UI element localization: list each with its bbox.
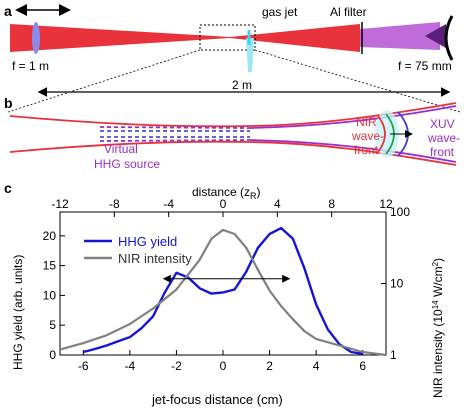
legend-nir-label: NIR intensity bbox=[118, 251, 192, 266]
bottom-axis-ticks: -6 -4 -2 0 2 4 6 bbox=[78, 350, 366, 373]
y2-tick-label: 1 bbox=[390, 348, 397, 362]
x-tick-label: 6 bbox=[359, 359, 366, 373]
xuv-envelope-bottom bbox=[249, 139, 457, 163]
hhg-yield-line bbox=[82, 226, 363, 355]
top-tick-label: -12 bbox=[51, 197, 69, 211]
x-tick-label: 0 bbox=[220, 359, 227, 373]
top-tick-label: -4 bbox=[163, 197, 174, 211]
top-tick-label: 12 bbox=[379, 197, 393, 211]
lens-f1 bbox=[32, 22, 40, 54]
series-group bbox=[59, 226, 387, 357]
gas-jet bbox=[246, 38, 254, 72]
nir-beam-converging bbox=[10, 24, 230, 52]
f1-label: f = 1 m bbox=[12, 59, 49, 73]
x-axis-label: jet-focus distance (cm) bbox=[151, 392, 283, 407]
y-tick-label: 10 bbox=[43, 288, 57, 302]
x-tick-label: -4 bbox=[125, 359, 136, 373]
y2-tick-label: 10 bbox=[390, 277, 404, 291]
top-tick-label: 8 bbox=[328, 197, 335, 211]
zoom-line-left bbox=[7, 49, 201, 113]
nir-wavefront bbox=[377, 115, 386, 153]
gas-jet-label: gas jet bbox=[262, 5, 298, 19]
virtual-source-line-4 bbox=[99, 139, 251, 142]
panel-a-label: a bbox=[4, 3, 12, 19]
virtual-label-1: Virtual bbox=[104, 142, 138, 156]
x-tick-label: -6 bbox=[78, 359, 89, 373]
panel-c-label: c bbox=[4, 180, 12, 196]
y2-tick-label: 100 bbox=[390, 205, 410, 219]
nir-label-1: NIR bbox=[356, 115, 377, 129]
y-tick-label: 15 bbox=[43, 259, 57, 273]
nir-label-3: front bbox=[354, 143, 379, 157]
xuv-envelope-top bbox=[249, 105, 457, 129]
y2-axis-label: NIR intensity (1014 W/cm2) bbox=[431, 258, 445, 398]
al-filter-label: Al filter bbox=[330, 5, 367, 19]
x-tick-label: 2 bbox=[266, 359, 273, 373]
x-tick-label: 4 bbox=[313, 359, 320, 373]
y-tick-label: 0 bbox=[49, 348, 56, 362]
xuv-label-1: XUV bbox=[430, 117, 455, 131]
left-axis-ticks: 0 5 10 15 20 bbox=[43, 229, 65, 362]
top-tick-label: -8 bbox=[109, 197, 120, 211]
right-axis-ticks: 1 10 100 bbox=[381, 205, 410, 362]
xuv-beam bbox=[360, 22, 440, 50]
x-tick-label: -2 bbox=[171, 359, 182, 373]
top-tick-label: 0 bbox=[220, 197, 227, 211]
nir-intensity-line bbox=[59, 228, 387, 357]
nir-label-2: wave- bbox=[351, 129, 384, 143]
y-tick-label: 20 bbox=[43, 229, 57, 243]
xuv-focus-cone bbox=[425, 24, 446, 48]
xuv-label-2: wave- bbox=[427, 131, 460, 145]
virtual-label-2: HHG source bbox=[94, 157, 160, 171]
mirror-f75 bbox=[444, 15, 454, 61]
legend-hhg-label: HHG yield bbox=[118, 234, 177, 249]
f75-label: f = 75 mm bbox=[398, 59, 452, 73]
xuv-label-3: front bbox=[430, 145, 455, 159]
top-axis-ticks: -12 -8 -4 0 4 8 12 bbox=[51, 197, 393, 217]
distance-label: 2 m bbox=[232, 78, 252, 92]
y-axis-label: HHG yield (arb. units) bbox=[11, 255, 25, 370]
nir-beam-diverging bbox=[230, 24, 360, 52]
virtual-source-line-1 bbox=[99, 126, 251, 129]
top-tick-label: 4 bbox=[274, 197, 281, 211]
panel-b-label: b bbox=[4, 95, 13, 111]
y-tick-label: 5 bbox=[49, 318, 56, 332]
top-axis-label: distance (zR) bbox=[192, 185, 261, 201]
